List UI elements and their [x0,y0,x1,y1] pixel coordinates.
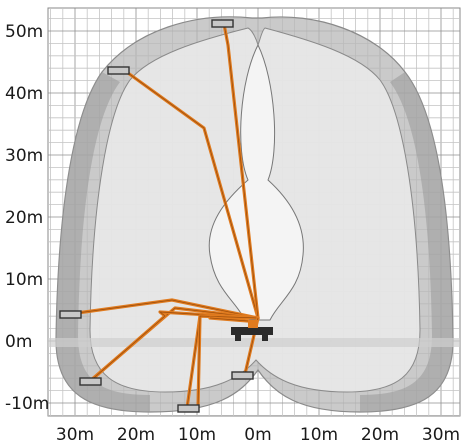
platform-baskets [59,19,254,413]
x-tick-label: 30m [422,425,460,445]
platform-basket [59,310,82,319]
y-tick-label: 0m [5,332,32,352]
ground-line [48,338,460,347]
outer-envelope-band-left [56,72,150,412]
platform-basket [177,404,200,413]
machine-base [231,320,273,341]
platform-basket [211,19,234,28]
x-tick-label: 20m [117,425,155,445]
x-tick-label: 20m [361,425,399,445]
boom-line-outline [69,299,259,319]
outer-envelope-band-right [360,72,453,412]
y-tick-label: 20m [5,208,43,228]
y-tick-label: 10m [5,270,43,290]
y-tick-label: -10m [5,394,49,414]
x-tick-label: 0m [244,425,271,445]
x-axis-labels: 30m 20m 10m 0m 10m 20m 30m [56,425,460,445]
boom-line-outline [223,23,259,319]
boom-line-outline [209,317,249,322]
platform-basket [79,377,102,386]
x-tick-label: 30m [56,425,94,445]
platform-basket [107,66,130,75]
boom-line-outline [197,315,259,409]
y-axis-labels: 50m 40m 30m 20m 10m 0m -10m [5,22,49,414]
x-tick-label: 10m [300,425,338,445]
y-tick-label: 40m [5,84,43,104]
platform-basket [231,371,254,380]
x-tick-label: 10m [178,425,216,445]
y-tick-label: 30m [5,146,43,166]
y-tick-label: 50m [5,22,43,42]
